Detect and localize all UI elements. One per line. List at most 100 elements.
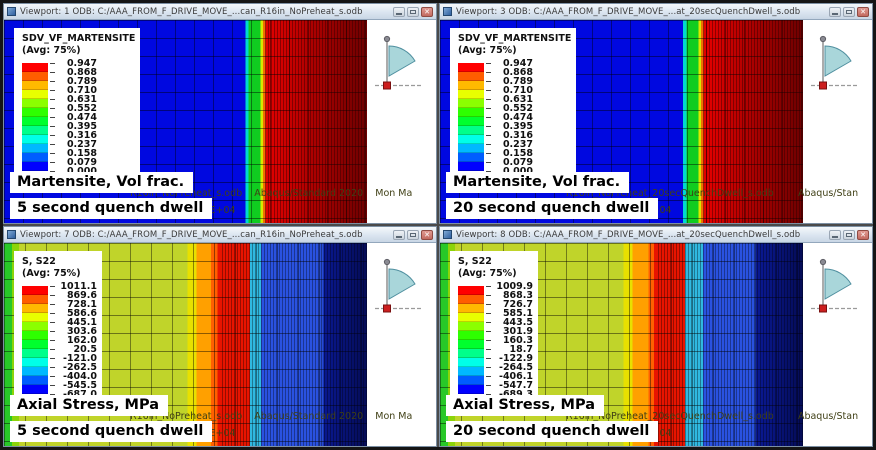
legend-tick-row: 585.1 [486, 309, 533, 318]
legend-swatch [458, 144, 484, 153]
legend-tick-row: -121.0 [50, 354, 97, 363]
legend-tick-value: 586.6 [66, 308, 97, 319]
legend-tick-mark [486, 126, 491, 127]
legend-tick-mark [50, 90, 55, 91]
legend-tick-value: 0.552 [66, 103, 97, 114]
legend-tick-value: 1009.9 [496, 281, 533, 292]
legend-swatch [22, 367, 48, 376]
legend-swatch [458, 99, 484, 108]
minimize-button[interactable] [393, 6, 405, 17]
close-button[interactable] [421, 6, 433, 17]
close-button[interactable] [421, 229, 433, 240]
legend-tick-row: -262.5 [50, 363, 97, 372]
annotation-label-1: Martensite, Vol frac. [446, 172, 630, 193]
legend-tick-mark [486, 99, 491, 100]
viewport-1: Viewport: 1 ODB: C:/AAA_FROM_F_DRIVE_MOV… [3, 3, 437, 224]
legend-tick-value: 0.000 [57, 167, 97, 177]
legend-tick-mark [486, 72, 491, 73]
legend-tick-mark [486, 322, 491, 323]
orientation-triad-icon [811, 258, 857, 313]
legend-tick-mark [50, 313, 55, 314]
legend-tick-value: 0.237 [66, 139, 97, 150]
viewport-titlebar[interactable]: Viewport: 1 ODB: C:/AAA_FROM_F_DRIVE_MOV… [4, 4, 436, 20]
legend-tick-mark [486, 117, 491, 118]
viewport-titlebar[interactable]: Viewport: 3 ODB: C:/AAA_FROM_F_DRIVE_MOV… [440, 4, 872, 20]
legend-tick-value: 0.079 [502, 157, 533, 168]
maximize-button[interactable] [843, 229, 855, 240]
legend-tick-value: 0.868 [66, 67, 97, 78]
legend-tick-row: -404.0 [50, 372, 97, 381]
legend-tick-row: 0.631 [486, 95, 533, 104]
viewport-canvas[interactable]: S, S22 (Avg: 75%) 1009.9 868.3 726.7 585.1 4… [440, 243, 872, 446]
legend-tick-value: -687.0 [57, 390, 97, 400]
legend-swatch [22, 376, 48, 385]
legend-tick-value: 0.237 [502, 139, 533, 150]
legend-tick-value: 0.158 [502, 148, 533, 159]
legend-tick-value: 0.552 [502, 103, 533, 114]
minimize-button[interactable] [829, 229, 841, 240]
legend-tick-row: 0.158 [486, 149, 533, 158]
legend-tick-value: 0.947 [502, 58, 533, 69]
close-button[interactable] [857, 229, 869, 240]
legend-tick-row: 0.631 [50, 95, 97, 104]
legend-tick-mark [486, 394, 491, 395]
legend-values: 0.947 0.868 0.789 0.710 0.631 0.552 0.474 0.395… [486, 59, 533, 176]
viewport-canvas[interactable]: S, S22 (Avg: 75%) 1011.1 869.6 728.1 586.6 4… [4, 243, 436, 446]
viewport-canvas[interactable]: SDV_VF_MARTENSITE (Avg: 75%) 0.947 0.868 0… [4, 20, 436, 223]
legend-tick-mark [50, 108, 55, 109]
minimize-button[interactable] [829, 6, 841, 17]
viewport-titlebar[interactable]: Viewport: 8 ODB: C:/AAA_FROM_F_DRIVE_MOV… [440, 227, 872, 243]
legend-tick-row: 0.789 [50, 77, 97, 86]
legend-tick-row: -547.7 [486, 381, 533, 390]
legend-swatch [22, 385, 48, 394]
minimize-button[interactable] [393, 229, 405, 240]
legend-swatch [458, 376, 484, 385]
legend-tick-value: 0.395 [502, 121, 533, 132]
viewport-titlebar[interactable]: Viewport: 7 ODB: C:/AAA_FROM_F_DRIVE_MOV… [4, 227, 436, 243]
viewport-window-icon [443, 7, 452, 16]
state-block-line1: R16in_NoPreheat_20secQuenchDwell_s.odb A… [566, 411, 859, 422]
legend-tick-mark [50, 295, 55, 296]
maximize-button[interactable] [407, 229, 419, 240]
legend-tick-value: 728.1 [66, 299, 97, 310]
legend-tick-value: 160.3 [502, 335, 533, 346]
annotation-label-1: Axial Stress, MPa [10, 395, 168, 416]
legend-tick-row: 0.237 [50, 140, 97, 149]
viewport-canvas[interactable]: SDV_VF_MARTENSITE (Avg: 75%) 0.947 0.868 0… [440, 20, 872, 223]
viewport-title: Viewport: 1 ODB: C:/AAA_FROM_F_DRIVE_MOV… [20, 6, 363, 17]
legend-tick-mark [50, 385, 55, 386]
legend-tick-mark [486, 286, 491, 287]
legend-tick-mark [486, 144, 491, 145]
shade-overlay [316, 243, 367, 446]
legend-tick-row: -406.1 [486, 372, 533, 381]
legend-tick-mark [486, 358, 491, 359]
legend-tick-row: 0.868 [50, 68, 97, 77]
viewport-title: Viewport: 8 ODB: C:/AAA_FROM_F_DRIVE_MOV… [456, 229, 801, 240]
maximize-button[interactable] [407, 6, 419, 17]
legend-swatch [458, 108, 484, 117]
viewport-title: Viewport: 7 ODB: C:/AAA_FROM_F_DRIVE_MOV… [20, 229, 363, 240]
viewport-7: Viewport: 7 ODB: C:/AAA_FROM_F_DRIVE_MOV… [3, 226, 437, 447]
legend-tick-value: -547.7 [499, 380, 533, 391]
legend-swatch [458, 90, 484, 99]
legend-swatch [22, 322, 48, 331]
shade-overlay [708, 20, 803, 223]
maximize-button[interactable] [843, 6, 855, 17]
legend-tick-value: -404.0 [63, 371, 97, 382]
legend-tick-value: 0.789 [66, 76, 97, 87]
close-button[interactable] [857, 6, 869, 17]
legend-swatches [22, 286, 48, 394]
legend-tick-value: -122.9 [499, 353, 533, 364]
legend-tick-mark [50, 99, 55, 100]
legend-tick-row: 0.395 [50, 122, 97, 131]
legend-tick-mark [486, 376, 491, 377]
legend-swatch [458, 126, 484, 135]
legend-tick-row: 728.1 [50, 300, 97, 309]
legend-tick-row: 726.7 [486, 300, 533, 309]
legend-tick-mark [486, 367, 491, 368]
legend-swatch [458, 322, 484, 331]
legend-swatch [22, 340, 48, 349]
legend-subtitle: (Avg: 75%) [458, 268, 517, 279]
shade-overlay [268, 20, 367, 223]
legend-swatches [22, 63, 48, 171]
